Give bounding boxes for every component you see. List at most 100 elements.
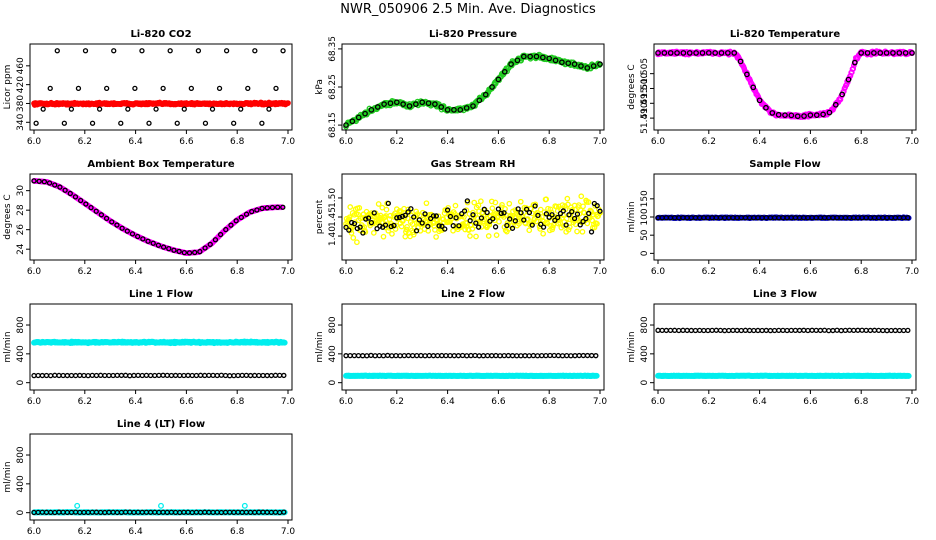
data-point <box>249 208 255 215</box>
data-point <box>826 109 833 116</box>
data-point <box>405 209 411 215</box>
data-point <box>153 106 159 112</box>
data-point <box>780 327 786 334</box>
y-tick-label: 0 <box>328 380 338 386</box>
data-point <box>158 502 164 509</box>
y-tick-label: 1.45 <box>328 207 338 227</box>
data-point <box>277 372 283 379</box>
data-point <box>597 210 603 216</box>
data-point <box>585 199 592 206</box>
x-tick-label: 6.0 <box>339 267 354 277</box>
y-axis-label: kPa <box>315 79 325 95</box>
x-tick-label: 6.0 <box>27 397 42 407</box>
panel-title: Li-820 CO2 <box>130 29 191 40</box>
data-point <box>209 106 216 112</box>
data-point <box>171 247 177 253</box>
data-point <box>197 372 204 378</box>
y-tick-label: 68.25 <box>328 74 338 100</box>
data-point <box>223 226 229 233</box>
data-point <box>590 63 597 69</box>
data-point <box>680 50 687 56</box>
y-tick-label: 68.35 <box>328 36 338 62</box>
y-tick-label: 420 <box>16 76 26 93</box>
plot-frame <box>341 43 605 131</box>
data-point <box>580 352 586 359</box>
data-point <box>264 372 270 379</box>
data-point <box>676 327 682 334</box>
data-point <box>260 372 266 379</box>
data-point <box>362 110 368 117</box>
y-tick-label: 0 <box>640 380 650 386</box>
x-tick-label: 6.4 <box>752 137 767 147</box>
data-point <box>509 225 516 231</box>
x-tick-label: 6.6 <box>179 397 194 407</box>
y-axis-label: degrees C <box>3 194 13 239</box>
data-point <box>559 59 565 66</box>
data-point <box>411 214 417 220</box>
y-tick-label: 51.495 <box>640 88 650 120</box>
data-point <box>506 200 513 207</box>
data-point <box>584 220 591 227</box>
panel-title: Line 2 Flow <box>441 289 505 300</box>
data-point <box>164 372 170 379</box>
plot-frame <box>29 303 293 391</box>
data-point <box>397 353 403 359</box>
data-point <box>459 211 465 217</box>
data-point <box>709 327 715 334</box>
x-tick-label: 6.4 <box>440 137 455 147</box>
panel-title: Line 1 Flow <box>129 289 193 300</box>
data-point <box>850 65 857 72</box>
data-point <box>443 352 449 359</box>
data-point <box>68 372 75 379</box>
y-tick-label: 400 <box>640 345 650 362</box>
data-point <box>555 214 561 221</box>
data-point <box>214 372 220 379</box>
data-point <box>114 372 120 379</box>
data-point <box>756 97 763 104</box>
data-point <box>118 120 124 126</box>
data-point <box>256 372 262 379</box>
data-point <box>422 353 428 359</box>
data-point <box>717 327 724 334</box>
x-tick-label: 7.0 <box>593 267 608 277</box>
data-point <box>884 327 890 334</box>
data-point <box>451 353 457 359</box>
data-point <box>428 215 434 222</box>
data-point <box>578 193 585 200</box>
data-point <box>470 212 476 218</box>
data-point <box>462 226 468 233</box>
data-point <box>522 353 528 359</box>
data-point <box>174 120 180 126</box>
data-point <box>782 112 788 118</box>
data-point <box>718 50 725 56</box>
y-tick-label: 0 <box>640 250 650 256</box>
data-point <box>549 212 555 218</box>
data-point <box>245 85 251 92</box>
data-point <box>418 352 424 359</box>
x-tick-label: 6.8 <box>542 397 557 407</box>
data-point <box>202 372 208 379</box>
x-tick-label: 6.4 <box>752 397 767 407</box>
panel-title: Line 4 (LT) Flow <box>117 419 205 430</box>
data-point <box>347 353 353 359</box>
data-point <box>114 222 120 228</box>
x-tick-label: 6.8 <box>854 397 869 407</box>
data-point <box>877 50 884 56</box>
x-tick-label: 6.0 <box>651 137 666 147</box>
x-tick-label: 6.8 <box>230 527 245 537</box>
data-point <box>592 203 599 209</box>
data-point <box>834 327 840 333</box>
data-point <box>509 353 516 359</box>
x-tick-label: 6.2 <box>78 527 92 537</box>
data-point <box>832 101 839 108</box>
y-tick-label: 24 <box>16 243 26 255</box>
data-point <box>485 233 492 239</box>
x-tick-label: 6.0 <box>339 137 354 147</box>
data-point <box>31 372 37 379</box>
data-point <box>41 179 48 185</box>
data-point <box>93 372 100 379</box>
x-tick-label: 6.0 <box>651 397 666 407</box>
data-point <box>181 249 187 256</box>
